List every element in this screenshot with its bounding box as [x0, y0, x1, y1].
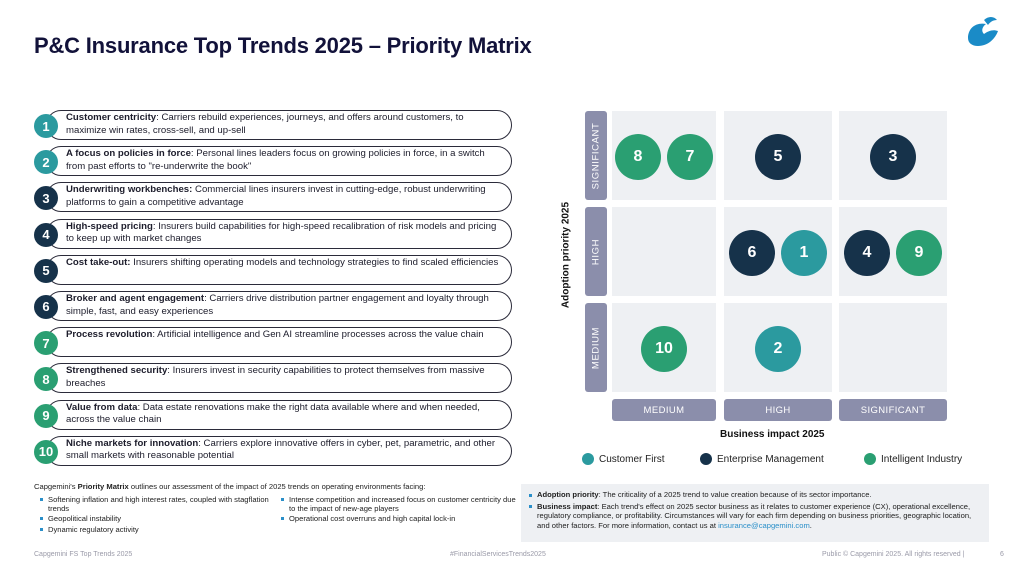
- page-title: P&C Insurance Top Trends 2025 – Priority…: [34, 33, 532, 58]
- trend-number-badge: 6: [34, 294, 58, 319]
- trend-description: Underwriting workbenches: Commercial lin…: [66, 184, 486, 208]
- y-level-significant: SIGNIFICANT: [585, 111, 607, 200]
- trend-description: Niche markets for innovation: Carriers e…: [66, 437, 496, 462]
- trend-pill: [46, 399, 512, 430]
- assessment-intro: Capgemini's Priority Matrix outlines our…: [34, 482, 426, 491]
- definition-adoption: Adoption priority: The criticality of a …: [529, 490, 981, 500]
- y-level-high: HIGH: [585, 207, 607, 296]
- list-item: Softening inflation and high interest ra…: [40, 495, 275, 513]
- trend-bubble-7: 7: [667, 134, 713, 180]
- footer-hashtag: #FinancialServicesTrends2025: [450, 551, 546, 558]
- trend-bubble-6: 6: [729, 230, 775, 276]
- trend-number-badge: 9: [34, 403, 58, 428]
- footer-left: Capgemini FS Top Trends 2025: [34, 551, 133, 558]
- y-axis-title: Adoption priority 2025: [560, 201, 572, 309]
- legend-dot: [582, 453, 594, 465]
- trend-bubble-5: 5: [755, 134, 801, 180]
- assessment-list-right: Intense competition and increased focus …: [275, 495, 516, 535]
- trend-number-badge: 3: [34, 186, 58, 211]
- trend-pill: [46, 435, 512, 466]
- x-level-medium: MEDIUM: [612, 399, 716, 421]
- trend-item: 4 High-speed pricing: Insurers build capa…: [34, 218, 512, 249]
- legend-dot: [864, 453, 876, 465]
- trend-item: 8 Strengthened security: Insurers invest …: [34, 363, 512, 394]
- trend-pill: [46, 218, 512, 249]
- trend-item: 6 Broker and agent engagement: Carriers d…: [34, 290, 512, 321]
- trend-list: 1 Customer centricity: Carriers rebuild e…: [34, 110, 512, 472]
- trend-pill: [46, 182, 512, 213]
- trend-number-badge: 10: [34, 439, 58, 464]
- list-item: Geopolitical instability: [40, 514, 275, 523]
- trend-number-badge: 7: [34, 331, 58, 356]
- trend-bubble-9: 9: [896, 230, 942, 276]
- trend-bubble-2: 2: [755, 326, 801, 372]
- trend-item: 9 Value from data: Data estate renovation…: [34, 399, 512, 430]
- trend-item: 7 Process revolution: Artificial intellig…: [34, 327, 512, 358]
- legend-intelligent-industry: Intelligent Industry: [864, 452, 962, 466]
- definitions-box: Adoption priority: The criticality of a …: [521, 484, 989, 542]
- capgemini-logo-icon: [968, 17, 998, 46]
- trend-item: 5 Cost take-out: Insurers shifting operat…: [34, 254, 512, 285]
- trend-description: Process revolution: Artificial intellige…: [66, 329, 484, 341]
- trend-number-badge: 2: [34, 150, 58, 175]
- trend-description: Cost take-out: Insurers shifting operati…: [66, 256, 499, 268]
- trend-bubble-8: 8: [615, 134, 661, 180]
- y-level-medium: MEDIUM: [585, 303, 607, 392]
- legend-customer-first: Customer First: [582, 452, 665, 466]
- trend-number-badge: 8: [34, 367, 58, 392]
- trend-item: 1 Customer centricity: Carriers rebuild e…: [34, 110, 512, 140]
- x-level-high: HIGH: [724, 399, 832, 421]
- trend-pill: [46, 327, 512, 358]
- trend-pill: [46, 290, 512, 321]
- matrix-cell: [839, 303, 947, 392]
- trend-number-badge: 5: [34, 258, 58, 283]
- footer-copyright: Public © Capgemini 2025. All rights rese…: [822, 551, 965, 558]
- trend-description: Broker and agent engagement: Carriers dr…: [66, 292, 489, 317]
- trend-bubble-10: 10: [641, 326, 687, 372]
- email-link[interactable]: insurance@capgemini.com: [718, 520, 810, 530]
- trend-item: 2 A focus on policies in force: Personal …: [34, 146, 512, 177]
- list-item: Dynamic regulatory activity: [40, 525, 275, 534]
- matrix-cell: [612, 207, 716, 296]
- trend-bubble-1: 1: [781, 230, 827, 276]
- x-level-significant: SIGNIFICANT: [839, 399, 947, 421]
- legend-dot: [700, 453, 712, 465]
- assessment-note: Capgemini's Priority Matrix outlines our…: [34, 482, 516, 535]
- trend-number-badge: 1: [34, 114, 58, 138]
- assessment-list-left: Softening inflation and high interest ra…: [34, 495, 275, 535]
- trend-item: 3 Underwriting workbenches: Commercial li…: [34, 182, 512, 213]
- trend-bubble-4: 4: [844, 230, 890, 276]
- trend-pill: [46, 254, 512, 285]
- trend-pill: [46, 110, 512, 140]
- list-item: Intense competition and increased focus …: [281, 495, 516, 513]
- list-item: Operational cost overruns and high capit…: [281, 514, 516, 523]
- trend-description: A focus on policies in force: Personal l…: [66, 148, 485, 172]
- trend-bubble-3: 3: [870, 134, 916, 180]
- trend-pill: [46, 146, 512, 177]
- definition-impact: Business impact: Each trend's effect on …: [529, 502, 981, 531]
- trend-description: Value from data: Data estate renovations…: [66, 401, 480, 426]
- page-number: 6: [1000, 551, 1004, 558]
- legend-enterprise-management: Enterprise Management: [700, 452, 824, 466]
- trend-description: Customer centricity: Carriers rebuild ex…: [66, 112, 464, 136]
- trend-description: Strengthened security: Insurers invest i…: [66, 365, 485, 389]
- trend-item: 10 Niche markets for innovation: Carriers…: [34, 435, 512, 466]
- trend-number-badge: 4: [34, 222, 58, 247]
- x-axis-title: Business impact 2025: [720, 429, 825, 440]
- trend-description: High-speed pricing: Insurers build capab…: [66, 220, 497, 245]
